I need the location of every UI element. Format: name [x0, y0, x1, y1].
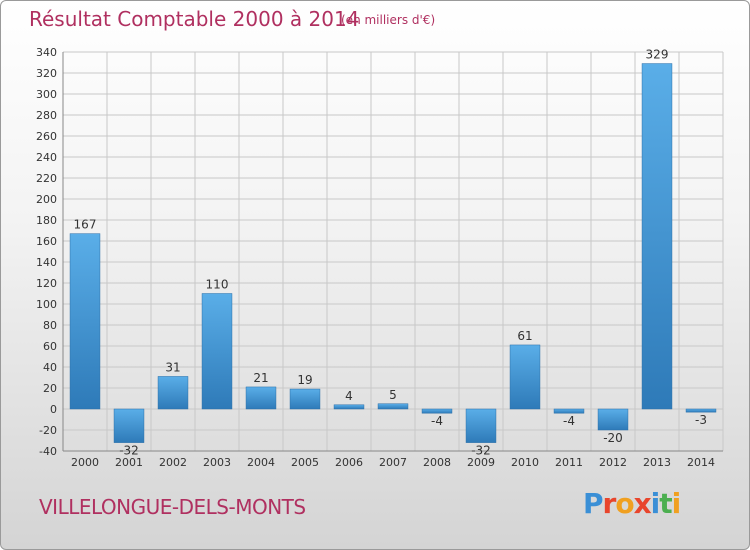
brand-letter: i: [650, 487, 661, 520]
bars: [69, 63, 717, 443]
bar-2003: [201, 293, 233, 410]
bar-2002: [157, 376, 189, 410]
x-tick-label: 2007: [379, 456, 407, 469]
y-tick-label: 320: [36, 67, 57, 80]
x-tick-label: 2000: [71, 456, 99, 469]
x-tick-label: 2008: [423, 456, 451, 469]
data-label: 167: [74, 218, 97, 232]
bar-2001: [113, 408, 145, 443]
y-tick-label: 240: [36, 151, 57, 164]
y-tick-label: 300: [36, 88, 57, 101]
bar-2004: [245, 386, 277, 410]
x-tick-label: 2014: [687, 456, 715, 469]
brand-letter: P: [583, 487, 604, 520]
chart-subtitle: (en milliers d'€): [341, 13, 436, 27]
data-labels: 167 -32 31 110 21 19 4 5 -4 -32 61 -4 -20 329 -3: [74, 48, 707, 458]
y-tick-label: 200: [36, 193, 57, 206]
y-tick-label: 40: [43, 361, 57, 374]
brand-letter: i: [671, 487, 682, 520]
y-tick-label: 0: [50, 403, 57, 416]
y-tick-label: 60: [43, 340, 57, 353]
y-tick-label: 220: [36, 172, 57, 185]
bar-2011: [553, 408, 585, 414]
bar-2005: [289, 388, 321, 410]
x-tick-label: 2011: [555, 456, 583, 469]
data-label: -32: [471, 444, 491, 458]
data-label: -20: [603, 431, 623, 445]
x-tick-label: 2013: [643, 456, 671, 469]
brand-letter: t: [659, 487, 672, 520]
x-tick-label: 2009: [467, 456, 495, 469]
y-tick-label: 280: [36, 109, 57, 122]
data-label: -3: [695, 413, 707, 427]
data-label: 19: [297, 373, 312, 387]
chart-title: Résultat Comptable 2000 à 2014: [29, 7, 360, 31]
y-tick-label: 160: [36, 235, 57, 248]
bar-2007: [377, 403, 409, 410]
x-tick-label: 2001: [115, 456, 143, 469]
y-axis: -40 -20 0 20 40 60 80 100 120 140 160 180 200 220 240 2…: [36, 46, 723, 458]
brand-logo: Proxiti: [583, 487, 682, 520]
bar-2010: [509, 344, 541, 410]
bar-2014: [685, 408, 717, 413]
brand-letter: r: [602, 487, 617, 520]
x-tick-label: 2004: [247, 456, 275, 469]
data-label: 4: [345, 389, 353, 403]
data-label: -4: [563, 414, 575, 428]
data-label: 31: [165, 360, 180, 374]
data-label: 329: [646, 48, 669, 62]
brand-letter: x: [633, 487, 652, 520]
x-tick-label: 2006: [335, 456, 363, 469]
data-label: -32: [119, 444, 139, 458]
x-tick-label: 2010: [511, 456, 539, 469]
bar-2012: [597, 408, 629, 431]
data-label: 5: [389, 388, 397, 402]
bar-2008: [421, 408, 453, 414]
bar-2013: [641, 63, 673, 410]
brand-letter: o: [615, 487, 634, 520]
town-name: VILLELONGUE-DELS-MONTS: [39, 495, 306, 519]
data-label: -4: [431, 414, 443, 428]
y-tick-label: -40: [39, 445, 57, 458]
x-tick-label: 2012: [599, 456, 627, 469]
x-tick-label: 2003: [203, 456, 231, 469]
y-tick-label: 120: [36, 277, 57, 290]
data-label: 21: [253, 371, 268, 385]
y-tick-label: -20: [39, 424, 57, 437]
bar-2000: [69, 233, 101, 410]
y-tick-label: 20: [43, 382, 57, 395]
y-tick-label: 340: [36, 46, 57, 59]
y-tick-label: 100: [36, 298, 57, 311]
x-tick-label: 2002: [159, 456, 187, 469]
bar-2006: [333, 404, 365, 410]
y-tick-label: 180: [36, 214, 57, 227]
y-tick-label: 260: [36, 130, 57, 143]
y-tick-label: 140: [36, 256, 57, 269]
x-tick-label: 2005: [291, 456, 319, 469]
x-axis: 2000 2001 2002 2003 2004 2005 2006 2007 2008 2009…: [71, 456, 715, 469]
y-tick-label: 80: [43, 319, 57, 332]
data-label: 61: [517, 329, 532, 343]
data-label: 110: [206, 278, 229, 292]
bar-2009: [465, 408, 497, 443]
